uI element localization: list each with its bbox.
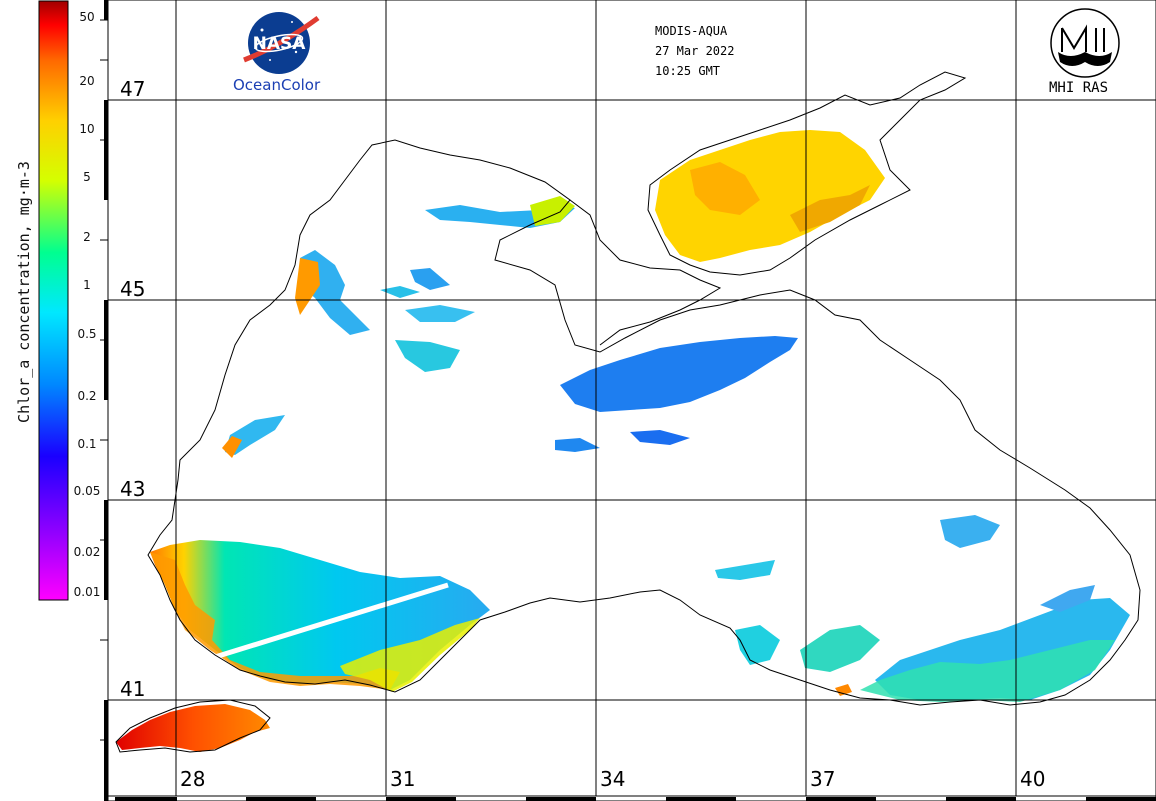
nw-danube-coast (295, 258, 320, 315)
longitude-label: 31 (390, 767, 416, 791)
se-coastal-green (860, 640, 1115, 702)
colorbar-tick: 2 (83, 230, 91, 244)
colorbar-tick: 20 (79, 74, 95, 88)
coastline (147, 139, 1141, 706)
nw-patch-2 (530, 196, 575, 226)
marmara-bloom (116, 704, 270, 752)
azov-coastline (647, 71, 967, 276)
latitude-label: 47 (120, 77, 146, 101)
azov-orange-2 (790, 185, 870, 232)
latitude-label: 41 (120, 677, 146, 701)
se-patch-1 (735, 625, 780, 665)
latitude-label: 45 (120, 277, 146, 301)
sw-shelf-coast-yellow (340, 618, 480, 692)
se-patch-2 (800, 625, 880, 672)
nasa-caption: OceanColor (233, 76, 321, 94)
date-label: 27 Mar 2022 (655, 44, 735, 58)
longitude-label: 34 (600, 767, 626, 791)
nw-patch-6-coast (222, 436, 242, 458)
crimea-coastline (569, 199, 722, 346)
colorbar (38, 0, 69, 601)
left-ruler (100, 0, 108, 801)
sensor-label: MODIS-AQUA (655, 24, 728, 38)
graticule (108, 0, 1156, 796)
se-patch-3 (940, 515, 1000, 548)
latitude-label: 43 (120, 477, 146, 501)
se-patch-4 (715, 560, 775, 580)
nw-patch-4 (405, 305, 475, 322)
longitude-label: 40 (1020, 767, 1046, 791)
se-orange-spot (835, 684, 852, 696)
nasa-wordmark: NASA (253, 34, 307, 54)
time-label: 10:25 GMT (655, 64, 721, 78)
colorbar-tick: 10 (79, 122, 95, 136)
colorbar-tick: 0.01 (73, 585, 101, 599)
colorbar-tick: 50 (79, 10, 95, 24)
colorbar-title: Chlor_a concentration, mg·m-3 (15, 161, 33, 423)
mhi-caption: MHI RAS (1049, 80, 1109, 96)
central-blue-patch-2 (555, 438, 600, 452)
central-blue-band (560, 336, 798, 412)
scan-gap (214, 582, 449, 660)
nw-patch-7 (410, 268, 450, 290)
nw-patch-6 (225, 415, 285, 455)
mhi-logo (1050, 8, 1120, 78)
nasa-logo: NASA (243, 12, 320, 74)
se-patch-5 (1040, 585, 1095, 612)
bottom-ruler (107, 795, 1156, 801)
colorbar-tick: 0.02 (73, 545, 101, 559)
longitude-label: 28 (180, 767, 206, 791)
colorbar-tick: 5 (83, 170, 91, 184)
colorbar-tick: 0.1 (77, 437, 97, 451)
azov-orange (690, 162, 760, 215)
marmara-coastline (115, 699, 271, 753)
longitude-label: 37 (810, 767, 836, 791)
colorbar-tick: 1 (83, 278, 91, 292)
colorbar-gradient (38, 0, 69, 601)
colorbar-tick: 0.05 (73, 484, 101, 498)
nw-patch-3 (380, 286, 420, 298)
nw-patch-5 (395, 340, 460, 372)
colorbar-tick: 0.2 (77, 389, 97, 403)
azov-bloom (655, 130, 885, 262)
central-blue-patch (630, 430, 690, 445)
colorbar-tick: 0.5 (77, 327, 97, 341)
